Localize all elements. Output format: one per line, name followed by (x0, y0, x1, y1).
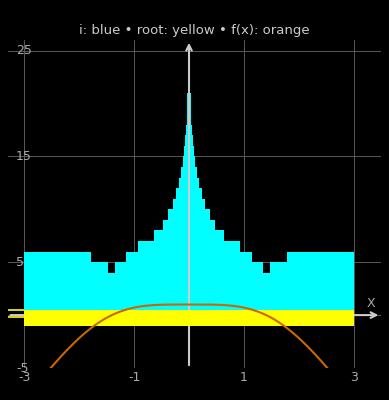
Text: -3: -3 (18, 371, 30, 384)
Text: -5: -5 (16, 362, 28, 374)
Text: 25: 25 (16, 44, 32, 57)
Text: 1: 1 (240, 371, 248, 384)
Text: 5: 5 (16, 256, 24, 269)
Text: X: X (367, 297, 376, 310)
Title: i: blue • root: yellow • f(x): orange: i: blue • root: yellow • f(x): orange (79, 24, 310, 38)
Text: -1: -1 (128, 371, 140, 384)
Text: 3: 3 (350, 371, 358, 384)
Text: 15: 15 (16, 150, 32, 163)
